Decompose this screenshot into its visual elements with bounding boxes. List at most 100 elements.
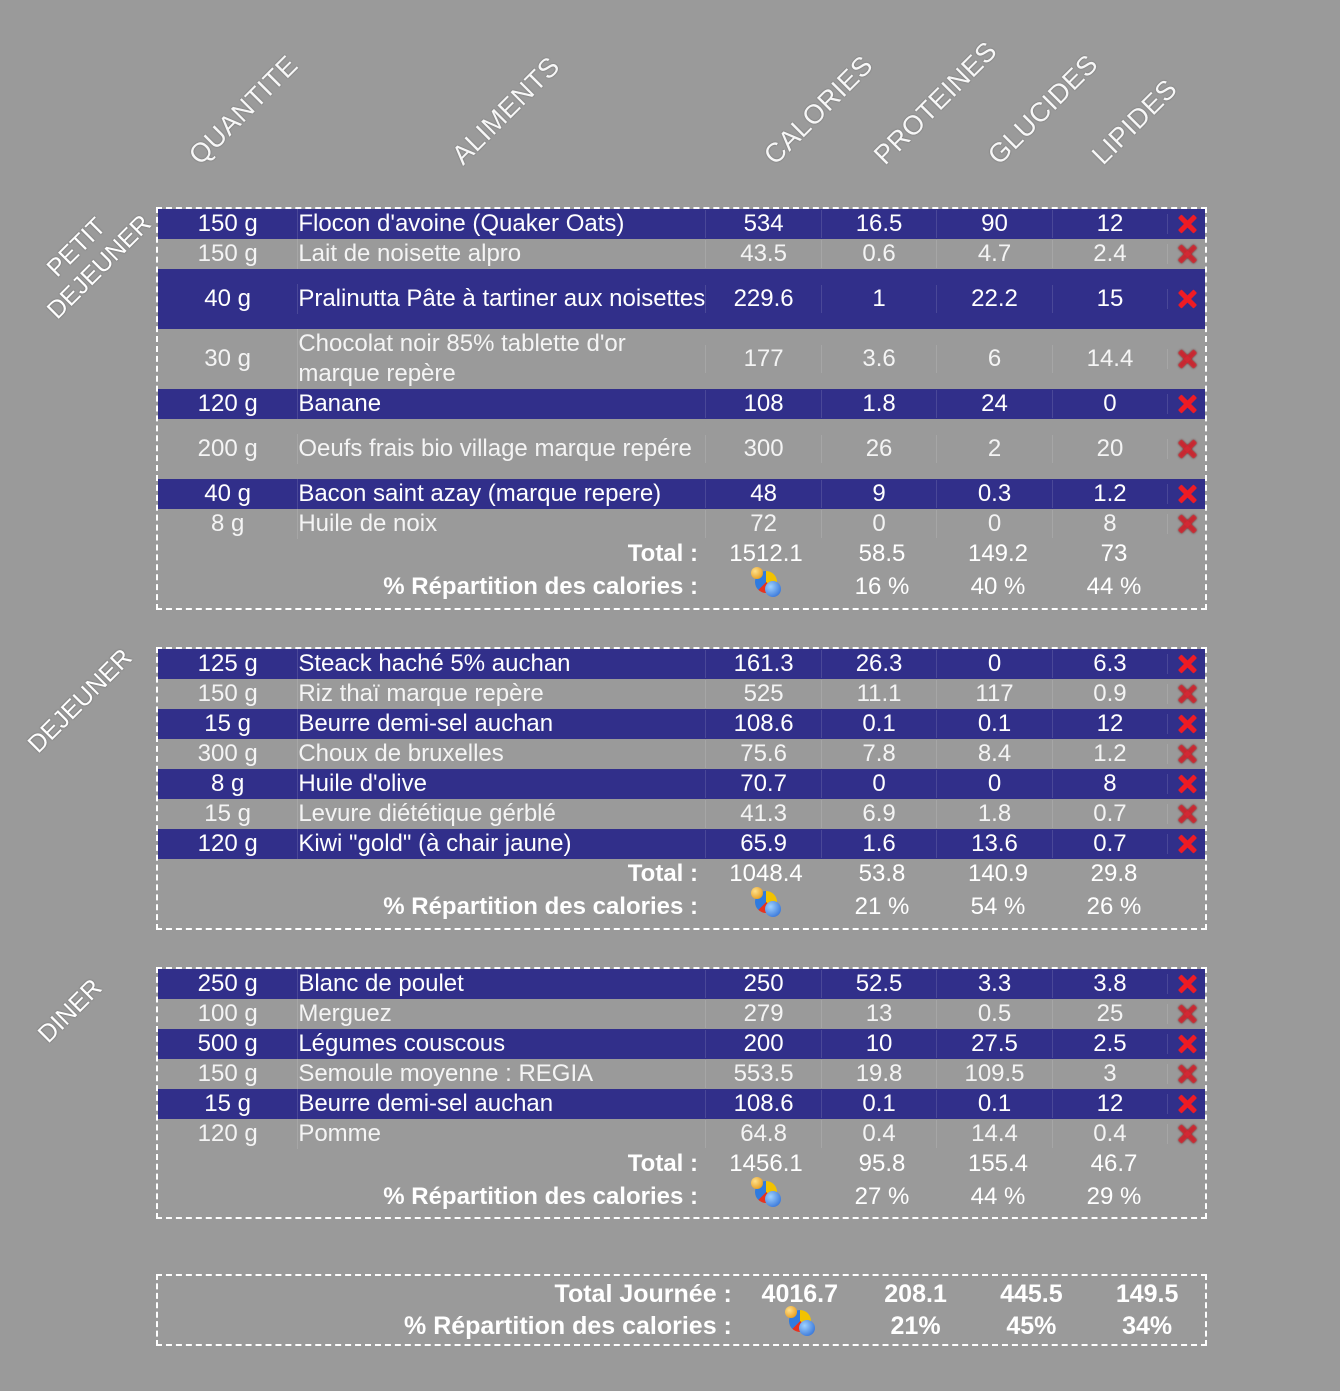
row-aliment[interactable]: Steack haché 5% auchan [297, 649, 705, 679]
table-row: 150 g Lait de noisette alpro 43.5 0.6 4.7 2.4 [158, 239, 1205, 269]
row-aliment[interactable]: Pomme [297, 1119, 705, 1149]
table-row: 120 g Banane 108 1.8 24 0 [158, 389, 1205, 419]
row-lipides: 0.7 [1051, 830, 1167, 858]
delete-x-icon [1177, 1034, 1197, 1054]
row-glucides: 0 [936, 650, 1051, 678]
row-calories: 75.6 [705, 740, 820, 768]
delete-row-button[interactable] [1167, 1034, 1205, 1054]
meal-label-petit-dejeuner: PETIT DEJEUNER [20, 191, 156, 325]
meal-repartition-row: % Répartition des calories : 21 % 54 % 26 % [158, 886, 1205, 928]
row-glucides: 2 [936, 435, 1051, 463]
delete-row-button[interactable] [1167, 804, 1205, 824]
row-aliment[interactable]: Légumes couscous [297, 1029, 705, 1059]
delete-row-button[interactable] [1167, 1124, 1205, 1144]
row-aliment[interactable]: Flocon d'avoine (Quaker Oats) [297, 209, 705, 239]
row-aliment[interactable]: Choux de bruxelles [297, 739, 705, 769]
delete-row-button[interactable] [1167, 244, 1205, 264]
row-calories: 525 [705, 680, 820, 708]
row-quantite: 15 g [204, 800, 252, 827]
row-aliment[interactable]: Bacon saint azay (marque repere) [297, 479, 705, 509]
delete-row-button[interactable] [1167, 394, 1205, 414]
row-aliment[interactable]: Oeufs frais bio village marque repére [297, 434, 705, 464]
row-calories: 279 [705, 1000, 820, 1028]
row-aliment[interactable]: Beurre demi-sel auchan [297, 1089, 705, 1119]
row-calories: 229.6 [705, 285, 820, 313]
delete-x-icon [1177, 804, 1197, 824]
delete-row-button[interactable] [1167, 214, 1205, 234]
row-aliment[interactable]: Beurre demi-sel auchan [297, 709, 705, 739]
row-proteines: 16.5 [820, 210, 936, 238]
table-row: 125 g Steack haché 5% auchan 161.3 26.3 0 6.3 [158, 649, 1205, 679]
pie-chart-icon[interactable] [708, 566, 824, 608]
delete-row-button[interactable] [1167, 974, 1205, 994]
delete-x-icon [1177, 1124, 1197, 1144]
row-glucides: 4.7 [936, 240, 1051, 268]
row-proteines: 13 [820, 1000, 936, 1028]
table-row: 300 g Choux de bruxelles 75.6 7.8 8.4 1.2 [158, 739, 1205, 769]
row-aliment[interactable]: Kiwi "gold" (à chair jaune) [297, 829, 705, 859]
meal-table-diner: 250 g Blanc de poulet 250 52.5 3.3 3.8 100 g Me… [156, 967, 1207, 1219]
row-proteines: 1 [820, 285, 936, 313]
row-glucides: 117 [936, 680, 1051, 708]
row-proteines: 7.8 [820, 740, 936, 768]
row-aliment[interactable]: Chocolat noir 85% tablette d'or marque r… [297, 329, 705, 389]
meal-total-calories: 1456.1 [729, 1150, 803, 1177]
delete-row-button[interactable] [1167, 1064, 1205, 1084]
meal-table-petit-dejeuner: 150 g Flocon d'avoine (Quaker Oats) 534 16.… [156, 207, 1207, 610]
row-proteines: 0.4 [820, 1120, 936, 1148]
meal-total-glucides: 155.4 [967, 1150, 1029, 1177]
row-aliment[interactable]: Merguez [297, 999, 705, 1029]
row-aliment[interactable]: Levure diététique gérblé [297, 799, 705, 829]
pie-chart-icon[interactable] [708, 1176, 824, 1218]
row-aliment[interactable]: Blanc de poulet [297, 969, 705, 999]
row-glucides: 109.5 [936, 1060, 1051, 1088]
delete-row-button[interactable] [1167, 1004, 1205, 1024]
row-proteines: 0.1 [820, 1090, 936, 1118]
row-lipides: 0.4 [1051, 1120, 1167, 1148]
delete-row-button[interactable] [1167, 774, 1205, 794]
day-repartition-row: % Répartition des calories : 21% 45% 34% [158, 1305, 1205, 1342]
row-lipides: 12 [1051, 1090, 1167, 1118]
row-quantite: 100 g [197, 1000, 258, 1027]
row-lipides: 0 [1051, 390, 1167, 418]
row-aliment[interactable]: Huile d'olive [297, 769, 705, 799]
delete-row-button[interactable] [1167, 289, 1205, 309]
delete-row-button[interactable] [1167, 1094, 1205, 1114]
delete-row-button[interactable] [1167, 349, 1205, 369]
meal-repartition-proteines: 16 % [854, 573, 910, 600]
delete-row-button[interactable] [1167, 744, 1205, 764]
row-aliment[interactable]: Huile de noix [297, 509, 705, 539]
delete-x-icon [1177, 744, 1197, 764]
row-lipides: 0.7 [1051, 800, 1167, 828]
delete-x-icon [1177, 349, 1197, 369]
pie-chart-icon[interactable] [742, 1305, 858, 1347]
delete-row-button[interactable] [1167, 514, 1205, 534]
delete-row-button[interactable] [1167, 714, 1205, 734]
row-glucides: 0 [936, 770, 1051, 798]
delete-row-button[interactable] [1167, 684, 1205, 704]
row-glucides: 0.1 [936, 710, 1051, 738]
row-aliment[interactable]: Pralinutta Pâte à tartiner aux noisettes [297, 284, 706, 314]
delete-x-icon [1177, 714, 1197, 734]
row-glucides: 0.3 [936, 480, 1051, 508]
row-proteines: 52.5 [820, 970, 936, 998]
row-aliment[interactable]: Riz thaï marque repère [297, 679, 705, 709]
row-aliment[interactable]: Semoule moyenne : REGIA [297, 1059, 705, 1089]
row-glucides: 6 [936, 345, 1051, 373]
meal-total-row: Total : 1512.1 58.5 149.2 73 [158, 539, 1205, 569]
row-aliment[interactable]: Lait de noisette alpro [297, 239, 705, 269]
delete-x-icon [1177, 394, 1197, 414]
delete-row-button[interactable] [1167, 439, 1205, 459]
row-lipides: 6.3 [1051, 650, 1167, 678]
row-glucides: 0 [936, 510, 1051, 538]
row-quantite: 120 g [197, 1120, 258, 1147]
delete-row-button[interactable] [1167, 654, 1205, 674]
delete-row-button[interactable] [1167, 484, 1205, 504]
pie-chart-icon[interactable] [708, 886, 824, 928]
meal-total-calories: 1512.1 [729, 540, 803, 567]
delete-row-button[interactable] [1167, 834, 1205, 854]
row-aliment[interactable]: Banane [297, 389, 705, 419]
row-quantite: 125 g [197, 650, 258, 677]
row-quantite: 120 g [197, 830, 258, 857]
row-calories: 250 [705, 970, 820, 998]
